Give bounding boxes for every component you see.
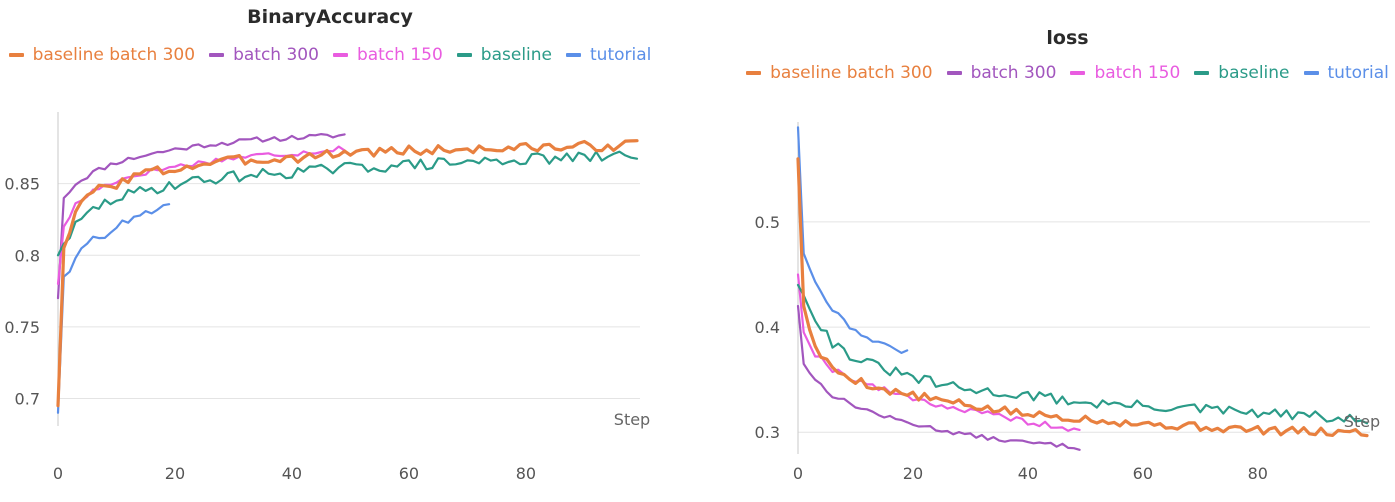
series-line-tutorial[interactable] [56,203,171,414]
x-axis-title: Step [614,410,650,429]
legend-item-2[interactable]: batch 150 [1070,62,1180,84]
x-tick-label: 80 [1248,464,1268,483]
x-tick-label: 20 [165,464,185,483]
series-line-baseline[interactable] [56,150,639,257]
legend-swatch [746,71,762,75]
legend-item-3[interactable]: baseline [456,44,553,66]
legend-label: batch 300 [970,63,1057,83]
legend-swatch [456,53,472,57]
legend-label: baseline [1218,63,1290,83]
binary-accuracy-title: BinaryAccuracy [247,6,413,28]
loss-chart-panel: loss baseline batch 300 batch 300 batch 15… [740,0,1395,502]
series-line-tutorial[interactable] [796,126,909,354]
x-tick-label: 60 [399,464,419,483]
y-tick-label: 0.7 [15,390,40,409]
legend-swatch [8,53,24,57]
x-tick-label: 60 [1133,464,1153,483]
legend-label: tutorial [1327,63,1389,83]
legend-item-2[interactable]: batch 150 [332,44,443,66]
legend-item-1[interactable]: batch 300 [946,62,1057,84]
series-line-batch-300[interactable] [796,304,1081,451]
loss-legend: baseline batch 300 batch 300 batch 150 base… [740,62,1395,84]
legend-swatch [566,53,582,57]
y-tick-label: 0.4 [755,318,780,337]
legend-label: baseline [480,45,553,65]
binary-accuracy-plot: 0.7 0.75 0.8 0.85 0 20 40 60 80 Step [4,112,650,483]
x-tick-label: 0 [53,464,63,483]
legend-label: tutorial [590,45,652,65]
series-line-batch-150[interactable] [56,145,346,285]
y-tick-label: 0.8 [15,246,40,265]
legend-item-4[interactable]: tutorial [1303,62,1389,84]
x-tick-label: 20 [903,464,923,483]
y-tick-label: 0.75 [4,318,40,337]
x-tick-label: 0 [793,464,803,483]
series-line-baseline[interactable] [796,283,1369,425]
legend-item-1[interactable]: batch 300 [209,44,319,66]
x-tick-label: 80 [516,464,536,483]
legend-item-4[interactable]: tutorial [566,44,651,66]
legend-swatch [946,71,962,75]
legend-label: baseline batch 300 [770,63,933,83]
y-tick-label: 0.3 [755,423,780,442]
legend-swatch [332,53,348,57]
x-tick-label: 40 [282,464,302,483]
legend-label: batch 300 [233,45,319,65]
legend-label: batch 150 [356,45,443,65]
binary-accuracy-chart-panel: BinaryAccuracy baseline batch 300 batch 3… [0,0,660,502]
legend-item-3[interactable]: baseline [1194,62,1290,84]
legend-item-0[interactable]: baseline batch 300 [8,44,196,66]
legend-swatch [1303,71,1319,75]
series-line-batch-300[interactable] [56,133,346,300]
y-tick-label: 0.85 [4,175,40,194]
legend-swatch [1070,71,1086,75]
y-tick-label: 0.5 [755,213,780,232]
legend-swatch [1194,71,1210,75]
loss-plot: 0.3 0.4 0.5 0 20 40 60 80 Step [755,122,1380,483]
legend-label: batch 150 [1094,63,1181,83]
series-line-batch-150[interactable] [796,273,1081,432]
series-line-baseline-batch-300[interactable] [796,157,1369,438]
legend-swatch [209,53,225,57]
binary-accuracy-legend: baseline batch 300 batch 300 batch 150 base… [0,44,660,66]
x-tick-label: 40 [1018,464,1038,483]
loss-title: loss [1046,27,1089,49]
legend-item-0[interactable]: baseline batch 300 [746,62,933,84]
series-line-baseline-batch-300[interactable] [56,139,639,408]
legend-label: baseline batch 300 [32,45,196,65]
x-axis-title: Step [1344,412,1380,431]
